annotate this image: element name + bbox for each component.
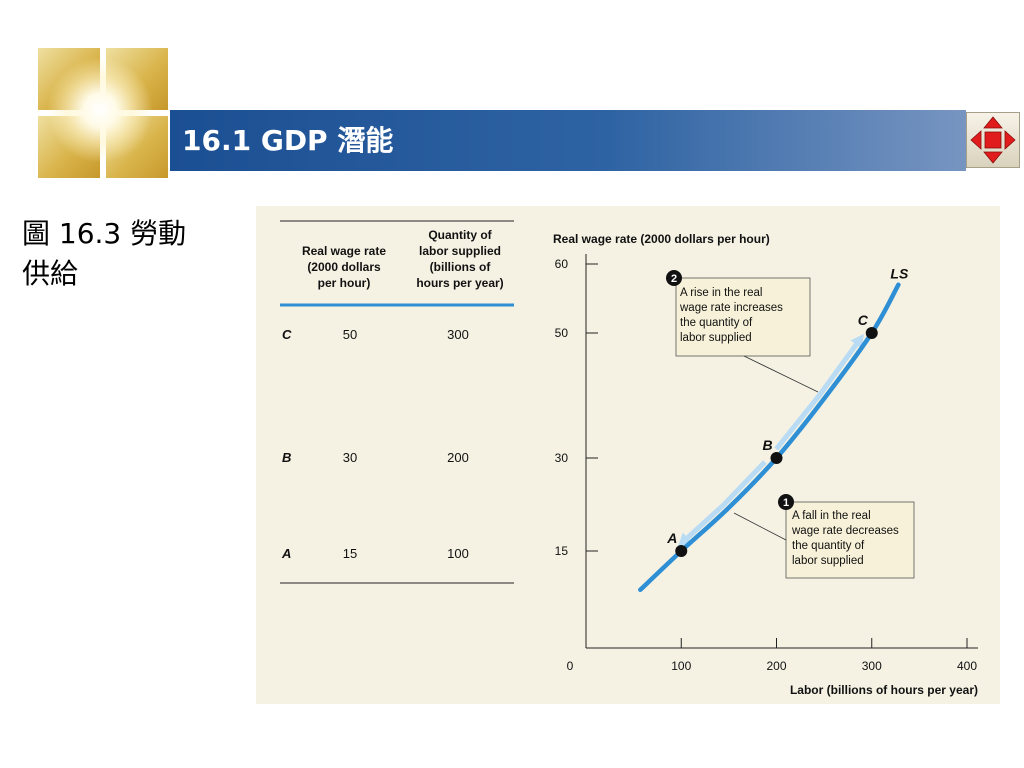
annotation-rise-marker [666,270,682,286]
y-tick-label-30: 30 [555,451,569,465]
row-c-key: C [282,327,292,342]
golden-squares-logo-icon [30,40,170,180]
labor-supply-figure: Real wage rate (2000 dollars per hour) Q… [256,206,1000,704]
annotation-fall-line-1: A fall in the real [792,510,871,522]
row-b-quantity: 200 [447,450,469,465]
row-b-wage: 30 [343,450,357,465]
point-c [865,327,878,339]
annotation-rise-line-2: wage rate increases [679,302,783,314]
table-row-a: A 15 100 [281,546,469,561]
point-label-b: B [763,437,773,453]
annotation-fall-number: 1 [783,497,789,509]
annotation-fall-marker [778,494,794,510]
figure-canvas: Real wage rate (2000 dollars per hour) Q… [280,220,978,697]
labor-supply-chart: Real wage rate (2000 dollars per hour) L… [553,232,978,697]
fall-arrow-shaft [682,460,767,543]
annotation-rise-line-4: labor supplied [680,332,752,344]
annotation-fall-line-4: labor supplied [792,555,864,567]
annotation-fall-box [785,501,915,579]
caption-line-2: 供給 [22,257,79,290]
table-header-quantity: Quantity of labor supplied (billions of … [416,228,503,290]
annotation-rise-line-1: A rise in the real [680,287,762,299]
four-arrow-navigation-icon [970,116,1016,164]
row-a-wage: 15 [343,546,357,561]
slide-title: 16.1 GDP 潛能 [182,124,394,157]
x-tick-label-300: 300 [862,659,882,673]
annotation-rise: 2 A rise in the real wage rate increases… [666,270,819,393]
rise-arrow-head [850,334,864,349]
header-qty-line-4: hours per year) [416,276,503,290]
title-bar: 16.1 GDP 潛能 [170,110,966,171]
annotation-fall-line-2: wage rate decreases [791,525,899,537]
row-a-quantity: 100 [447,546,469,561]
y-axis-ticks: 15 30 50 60 [555,257,598,558]
header-wage-line-1: Real wage rate [302,244,386,258]
x-axis-ticks: 0 100 200 300 400 [567,638,977,673]
row-b-key: B [282,450,291,465]
x-tick-label-100: 100 [671,659,691,673]
x-axis-title: Labor (billions of hours per year) [790,683,978,697]
curve-label-ls: LS [890,266,909,282]
supply-schedule-table: Real wage rate (2000 dollars per hour) Q… [280,220,514,584]
row-c-quantity: 300 [447,327,469,342]
annotation-fall-line-3: the quantity of [792,540,865,552]
annotation-rise-line-3: the quantity of [680,317,753,329]
navigation-button[interactable] [966,112,1020,168]
figure-caption: 圖 16.3 勞動 供給 [22,214,232,294]
annotation-rise-number: 2 [671,273,677,285]
curve-points: A B C [666,312,878,557]
x-tick-label-200: 200 [766,659,786,673]
table-row-b: B 30 200 [282,450,469,465]
y-tick-label-15: 15 [555,544,569,558]
x-tick-label-0: 0 [567,659,574,673]
annotation-fall-leader [733,512,787,541]
header-qty-line-3: (billions of [430,260,492,274]
header-qty-line-2: labor supplied [419,244,501,258]
movement-arrows [677,334,864,547]
header-wage-line-2: (2000 dollars [307,260,381,274]
y-axis-title: Real wage rate (2000 dollars per hour) [553,232,770,246]
annotation-fall: 1 A fall in the real wage rate decreases… [733,494,915,579]
header-qty-line-1: Quantity of [428,228,492,242]
caption-line-1: 圖 16.3 勞動 [22,217,187,250]
annotation-rise-leader [743,355,819,393]
point-label-c: C [858,312,869,328]
y-tick-label-60: 60 [555,257,569,271]
rise-arrow-shaft [774,339,862,451]
row-a-key: A [281,546,291,561]
y-tick-label-50: 50 [555,326,569,340]
table-row-c: C 50 300 [282,327,469,342]
table-header-wage: Real wage rate (2000 dollars per hour) [302,244,386,290]
header-wage-line-3: per hour) [318,276,371,290]
x-tick-label-400: 400 [957,659,977,673]
row-c-wage: 50 [343,327,357,342]
point-label-a: A [666,530,677,546]
annotation-rise-box [675,277,811,357]
point-a [675,545,688,557]
point-b [770,452,783,464]
